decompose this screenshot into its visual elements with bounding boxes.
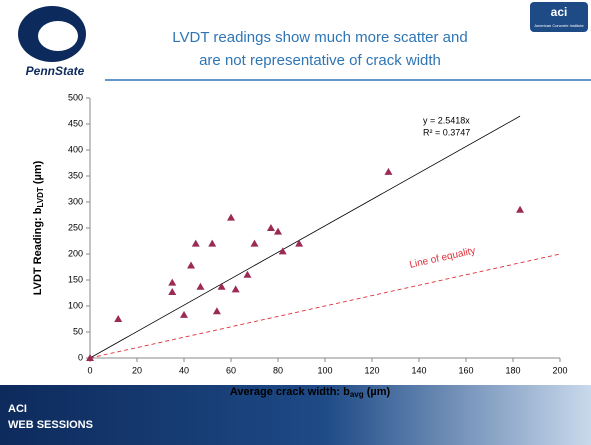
x-tick-label: 140 (411, 365, 426, 375)
y-tick-label: 400 (68, 144, 83, 154)
y-tick-label: 450 (68, 118, 83, 128)
y-tick-label: 0 (78, 352, 83, 362)
title-line: are not representative of crack width (199, 52, 441, 69)
y-label-main: LVDT Reading: b (32, 207, 44, 295)
right-logo: aci (551, 5, 568, 19)
footer-band (0, 385, 591, 445)
point (243, 270, 252, 278)
point (114, 315, 123, 322)
right-logo-sub: American Concrete Institute (534, 23, 584, 28)
point (384, 167, 393, 175)
point (231, 285, 240, 293)
x-tick-label: 120 (364, 365, 379, 375)
title-line: LVDT readings show much more scatter and (172, 29, 467, 46)
point (250, 239, 259, 247)
point (208, 239, 217, 247)
left-logo: PennState (26, 64, 85, 78)
y-label-unit: (µm) (32, 160, 44, 187)
y-tick-label: 50 (73, 326, 83, 336)
x-label-unit: (µm) (364, 386, 391, 398)
x-tick-label: 40 (179, 365, 189, 375)
point (191, 239, 200, 247)
x-tick-label: 200 (552, 365, 567, 375)
y-tick-label: 500 (68, 92, 83, 102)
right-logo-box (530, 2, 588, 32)
y-tick-label: 150 (68, 274, 83, 284)
equality-line (89, 253, 561, 359)
x-tick-label: 80 (273, 365, 283, 375)
x-label-sub: avg (350, 390, 364, 399)
y-axis-label: LVDT Reading: bLVDT (µm) (32, 160, 45, 295)
x-tick-label: 20 (132, 365, 142, 375)
x-tick-label: 100 (317, 365, 332, 375)
x-label-main: Average crack width: b (230, 386, 350, 398)
point (168, 278, 177, 286)
footer-text: WEB SESSIONS (8, 419, 93, 431)
point (266, 224, 275, 231)
y-tick-label: 300 (68, 196, 83, 206)
trendline (89, 115, 521, 359)
point (227, 213, 235, 221)
y-label-sub: LVDT (36, 187, 45, 207)
point (86, 354, 94, 361)
point (212, 307, 221, 315)
point (274, 227, 282, 235)
x-tick-label: 60 (226, 365, 236, 375)
point (516, 205, 525, 213)
footer-text: ACI (8, 403, 27, 415)
point (278, 247, 287, 255)
point (187, 261, 196, 269)
left-logo-lion (38, 21, 78, 51)
x-axis-label: Average crack width: bavg (µm) (230, 386, 391, 399)
point (196, 282, 205, 290)
trend-r2: R² = 0.3747 (423, 127, 470, 137)
x-tick-label: 160 (458, 365, 473, 375)
x-tick-label: 180 (505, 365, 520, 375)
y-tick-label: 250 (68, 222, 83, 232)
point (217, 282, 226, 290)
point (180, 310, 188, 318)
point (168, 287, 177, 295)
y-tick-label: 350 (68, 170, 83, 180)
point (295, 239, 304, 247)
y-tick-label: 200 (68, 248, 83, 258)
trend-equation: y = 2.5418x (423, 115, 470, 125)
x-tick-label: 0 (87, 365, 92, 375)
y-tick-label: 100 (68, 300, 83, 310)
